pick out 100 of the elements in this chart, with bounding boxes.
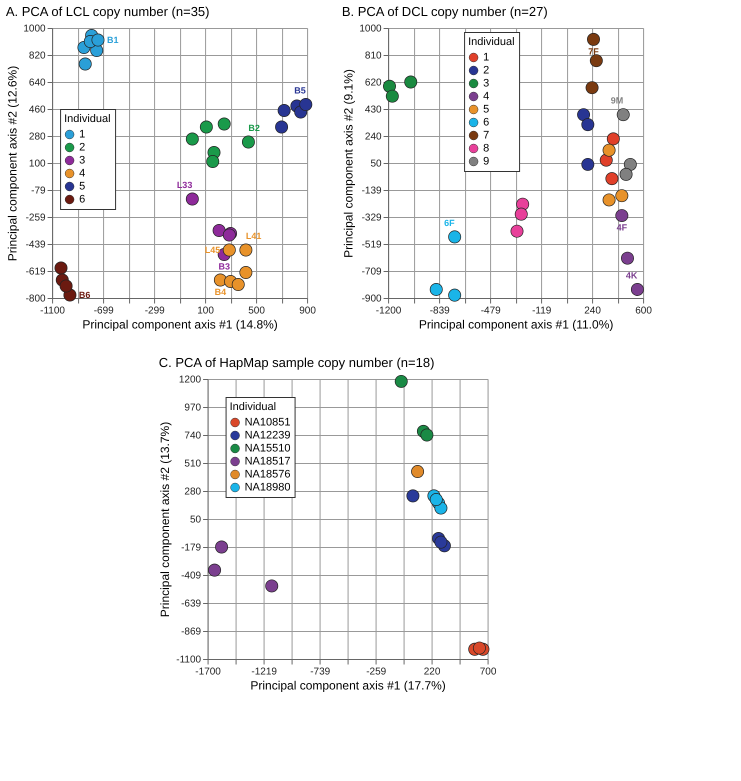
- y-tick-label: 810: [364, 50, 382, 62]
- point: [242, 136, 255, 148]
- legend-label: 3: [79, 154, 86, 166]
- annotation: B4: [214, 287, 226, 297]
- x-tick-label: 500: [248, 306, 266, 316]
- point: [577, 108, 590, 122]
- point: [448, 230, 462, 244]
- legend-title: Individual: [468, 36, 515, 48]
- point: [200, 120, 213, 134]
- point: [630, 283, 644, 296]
- annotation: B6: [78, 290, 90, 300]
- y-tick-label: -869: [181, 626, 202, 638]
- y-axis-title: Principal component axis #2 (13.7%): [158, 422, 172, 618]
- point: [404, 76, 418, 88]
- chart-title: A. PCA of LCL copy number (n=35): [6, 4, 210, 19]
- point: [605, 172, 618, 186]
- point: [587, 32, 600, 46]
- point: [186, 132, 199, 146]
- annotation: 6F: [444, 218, 456, 228]
- point: [581, 158, 594, 171]
- y-tick-label: -519: [362, 239, 382, 250]
- x-tick-label: 220: [424, 666, 441, 678]
- point: [624, 158, 637, 171]
- y-tick-label: -139: [362, 185, 382, 196]
- y-tick-label: -900: [362, 294, 382, 304]
- legend-label: NA18576: [244, 468, 290, 480]
- point: [406, 489, 420, 502]
- point: [514, 208, 528, 221]
- point: [218, 118, 231, 130]
- y-tick-label: 280: [184, 486, 202, 498]
- legend-label: NA15510: [244, 442, 290, 454]
- x-tick-label: -1219: [251, 666, 278, 678]
- legend-label: 6: [483, 116, 490, 128]
- y-tick-label: 1200: [178, 374, 202, 386]
- chart-title: B. PCA of DCL copy number (n=27): [342, 4, 548, 19]
- x-axis-title: Principal component axis #1 (11.0%): [418, 318, 614, 332]
- point: [222, 244, 236, 256]
- point: [383, 80, 396, 93]
- y-axis-title: Principal component axis #2 (9.1%): [341, 69, 356, 258]
- x-tick-label: -739: [310, 666, 331, 678]
- x-tick-label: 100: [197, 306, 214, 316]
- y-tick-label: 50: [190, 514, 202, 526]
- legend-label: 1: [483, 52, 490, 64]
- y-tick-label: 100: [28, 158, 46, 170]
- x-tick-label: 900: [299, 306, 316, 316]
- legend-label: 3: [483, 78, 490, 90]
- point: [586, 81, 599, 94]
- point: [430, 283, 443, 296]
- point: [78, 58, 92, 70]
- point: [215, 540, 228, 554]
- point: [232, 278, 245, 291]
- y-tick-label: 1000: [23, 24, 46, 34]
- annotation: B5: [294, 86, 306, 96]
- y-tick-label: 280: [28, 132, 46, 142]
- point: [275, 120, 288, 134]
- y-tick-label: -619: [26, 266, 46, 278]
- point: [615, 209, 628, 222]
- y-tick-label: 640: [28, 78, 46, 88]
- point: [621, 252, 634, 265]
- point: [581, 118, 594, 132]
- annotation: B2: [248, 123, 260, 133]
- x-axis-title: Principal component axis #1 (17.7%): [250, 678, 446, 692]
- annotation: 4K: [626, 270, 638, 280]
- point: [92, 34, 104, 46]
- y-tick-label: -409: [181, 570, 202, 582]
- y-tick-label: -79: [31, 185, 46, 196]
- y-tick-label: -800: [26, 294, 46, 304]
- x-tick-label: -299: [144, 306, 166, 316]
- x-tick-label: -699: [94, 306, 114, 316]
- point: [206, 155, 220, 168]
- legend-title: Individual: [230, 401, 276, 413]
- point: [448, 288, 462, 302]
- legend-label: 7: [483, 130, 490, 142]
- y-tick-label: -639: [181, 598, 202, 610]
- point: [386, 90, 399, 103]
- x-tick-label: -1700: [195, 666, 222, 678]
- y-tick-label: 50: [370, 158, 382, 170]
- point: [616, 108, 630, 122]
- y-tick-label: -439: [26, 239, 46, 250]
- point: [420, 428, 434, 442]
- x-tick-label: -1200: [376, 306, 402, 316]
- annotation: B1: [106, 35, 118, 45]
- y-tick-label: 740: [184, 430, 202, 442]
- point: [278, 104, 291, 117]
- point: [615, 189, 628, 202]
- y-tick-label: 510: [184, 458, 202, 470]
- y-tick-label: -259: [26, 212, 46, 224]
- legend-label: 1: [79, 128, 86, 140]
- point: [208, 564, 222, 577]
- annotation: 7F: [588, 46, 600, 56]
- x-tick-label: -119: [532, 306, 552, 316]
- legend-label: NA18517: [244, 456, 290, 468]
- point: [394, 374, 408, 388]
- legend-label: 2: [483, 64, 490, 76]
- legend-label: 9: [483, 156, 490, 168]
- point: [510, 224, 524, 238]
- legend-label: 4: [79, 168, 86, 180]
- y-tick-label: 1000: [359, 24, 382, 34]
- annotation: 4F: [616, 222, 628, 233]
- y-tick-label: 970: [184, 402, 202, 414]
